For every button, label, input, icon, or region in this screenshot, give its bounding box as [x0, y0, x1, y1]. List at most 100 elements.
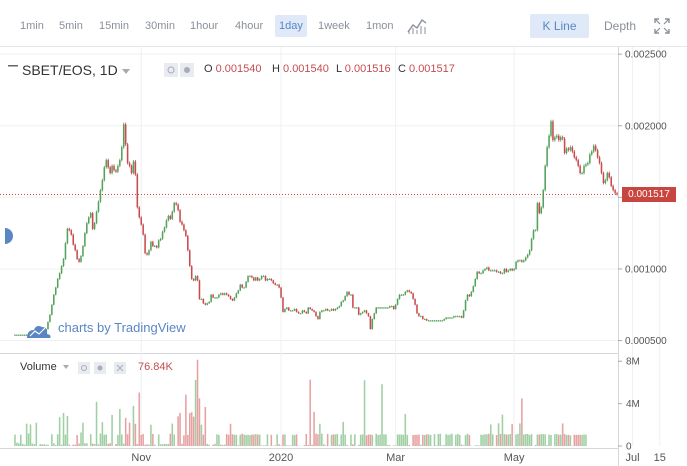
volume-bar: [89, 434, 92, 446]
volume-bar: [509, 433, 511, 446]
depth-button[interactable]: Depth: [603, 19, 637, 33]
scroll-handle[interactable]: [5, 228, 13, 244]
volume-bar: [278, 444, 280, 446]
volume-bar: [468, 435, 471, 446]
volume-bar: [274, 445, 276, 446]
volume-bar: [144, 444, 146, 446]
volume-bar: [478, 445, 480, 446]
time-axis: Nov 2020 Mar May Jul 15: [131, 452, 665, 464]
volume-bar: [495, 434, 498, 446]
candle: [301, 310, 304, 314]
volume-bar: [303, 444, 306, 446]
candle: [107, 160, 109, 168]
candle: [581, 173, 583, 175]
candle: [76, 250, 78, 259]
timeframe-15min[interactable]: 15min: [99, 20, 129, 32]
volume-bar: [218, 434, 220, 446]
volume-bar: [140, 434, 142, 446]
indicators-icon[interactable]: [406, 16, 428, 36]
symbol-label[interactable]: SBET/EOS, 1D: [22, 62, 118, 78]
volume-bar: [398, 434, 401, 446]
volume-legend-icons[interactable]: [78, 362, 126, 374]
time-tick-label: May: [504, 452, 525, 464]
candle: [187, 236, 189, 251]
candle: [519, 260, 521, 262]
volume-bar: [344, 434, 346, 446]
candle: [398, 294, 401, 300]
volume-bar: [190, 412, 193, 446]
candle: [381, 307, 383, 309]
fullscreen-icon[interactable]: [654, 18, 670, 34]
volume-bar: [157, 434, 160, 446]
candle: [540, 207, 543, 214]
candle: [392, 306, 395, 310]
tradingview-watermark[interactable]: charts by TradingView: [58, 320, 186, 335]
timeframe-1week[interactable]: 1week: [318, 20, 350, 32]
legend-settings-icons[interactable]: [164, 63, 194, 77]
volume-bar: [62, 413, 65, 446]
volume-bar: [515, 434, 517, 446]
candle: [84, 233, 86, 247]
chevron-down-icon[interactable]: [121, 68, 130, 74]
volume-bar: [322, 444, 325, 446]
candle: [126, 144, 129, 163]
candle: [74, 244, 76, 251]
kline-button[interactable]: K Line: [530, 14, 589, 38]
timeframe-1min[interactable]: 1min: [20, 20, 44, 32]
timeframe-5min[interactable]: 5min: [59, 20, 83, 32]
volume-bar: [45, 444, 47, 446]
volume-bar: [295, 434, 298, 446]
volume-bar: [289, 445, 292, 446]
volume-bar: [458, 434, 461, 446]
candle: [507, 270, 510, 272]
volume-bar: [451, 433, 453, 446]
candle: [441, 320, 444, 322]
volume-bar: [253, 434, 255, 446]
volume-bar: [526, 433, 529, 446]
volume-bar: [136, 443, 139, 446]
volume-bar: [486, 434, 488, 446]
candle: [532, 230, 535, 239]
candle: [579, 165, 581, 174]
volume-bar: [488, 433, 490, 446]
volume-bar: [256, 434, 259, 446]
candle: [272, 280, 275, 284]
volume-bar: [507, 434, 510, 446]
candle: [437, 320, 440, 322]
volume-bar: [524, 433, 527, 446]
timeframe-1mon[interactable]: 1mon: [366, 20, 394, 32]
candle: [152, 241, 154, 247]
timeframe-30min[interactable]: 30min: [145, 20, 175, 32]
volume-bar: [41, 444, 43, 446]
volume-bar: [266, 434, 269, 446]
volume-bar: [425, 434, 428, 446]
candle: [64, 243, 67, 259]
candle: [443, 319, 445, 321]
timeframe-4hour[interactable]: 4hour: [235, 20, 264, 32]
volume-bar: [231, 434, 234, 446]
candle: [80, 256, 82, 262]
volume-bar: [173, 434, 176, 446]
volume-bar: [464, 435, 467, 446]
collapse-icon[interactable]: [8, 65, 18, 67]
volume-bar: [554, 434, 556, 446]
candle: [604, 180, 607, 184]
volume-bar: [107, 443, 109, 446]
candle: [501, 273, 504, 275]
timeframe-1day[interactable]: 1day: [275, 15, 307, 37]
chevron-down-icon[interactable]: [62, 365, 69, 370]
candle: [482, 270, 484, 274]
timeframe-1hour[interactable]: 1hour: [190, 20, 219, 32]
candle: [280, 287, 282, 298]
candle: [109, 167, 111, 174]
candle: [439, 320, 442, 322]
volume-bar: [286, 445, 288, 446]
volume-bar: [536, 434, 539, 446]
candle: [431, 320, 434, 322]
volume-bar: [456, 433, 459, 446]
volume-bar: [262, 445, 265, 446]
volume-bar: [64, 434, 67, 446]
volume-bar: [377, 435, 379, 446]
candle: [175, 203, 177, 205]
volume-bar: [146, 444, 148, 446]
